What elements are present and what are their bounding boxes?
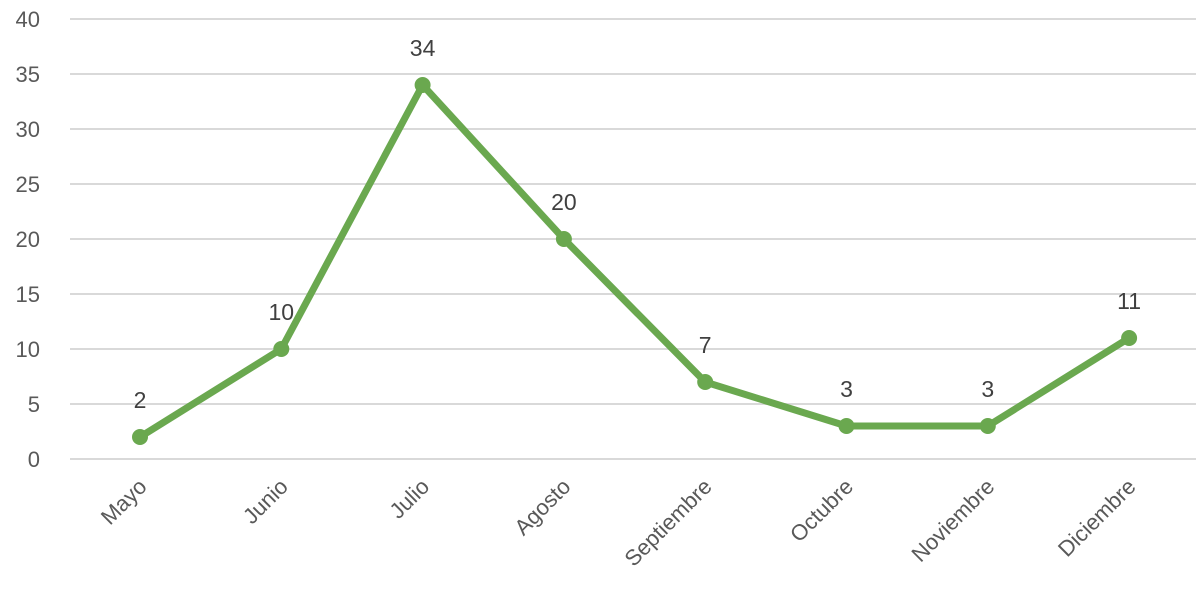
y-tick-label: 35 — [16, 62, 40, 87]
data-point — [697, 374, 714, 390]
data-point — [555, 231, 572, 247]
x-tick-label: Octubre — [785, 474, 858, 547]
y-tick-label: 40 — [16, 7, 40, 32]
y-tick-label: 0 — [28, 447, 40, 472]
x-tick-label: Agosto — [509, 474, 575, 540]
data-label: 20 — [551, 189, 577, 215]
data-point — [1121, 330, 1138, 346]
x-tick-label: Julio — [384, 474, 434, 524]
data-label: 34 — [410, 35, 436, 61]
data-point — [414, 77, 431, 93]
data-label: 10 — [269, 299, 295, 325]
data-point — [273, 341, 290, 357]
x-axis-ticks: Mayo Junio Julio Agosto Septiembre Octubre Nov… — [96, 474, 1141, 571]
gridlines — [70, 18, 1196, 460]
data-label: 11 — [1117, 288, 1141, 314]
x-tick-label: Noviembre — [906, 474, 999, 567]
x-tick-label: Junio — [238, 474, 293, 529]
y-tick-label: 5 — [28, 392, 40, 417]
data-point — [132, 429, 148, 445]
y-axis-ticks: 0 5 10 15 20 25 30 35 40 — [16, 7, 40, 472]
x-tick-label: Diciembre — [1053, 474, 1141, 562]
x-tick-label: Mayo — [96, 474, 152, 530]
y-tick-label: 10 — [16, 337, 40, 362]
data-labels: 2 10 34 20 7 3 3 11 — [134, 35, 1141, 413]
data-label: 2 — [134, 387, 147, 413]
data-point — [979, 418, 996, 434]
data-point — [838, 418, 855, 434]
y-tick-label: 25 — [16, 172, 40, 197]
y-tick-label: 15 — [16, 282, 40, 307]
series-line — [136, 81, 1133, 441]
x-tick-label: Septiembre — [619, 474, 716, 571]
data-label: 7 — [699, 332, 712, 358]
y-tick-label: 30 — [16, 117, 40, 142]
y-tick-label: 20 — [16, 227, 40, 252]
data-label: 3 — [840, 376, 853, 402]
series-line-group — [132, 77, 1138, 445]
data-label: 3 — [981, 376, 994, 402]
